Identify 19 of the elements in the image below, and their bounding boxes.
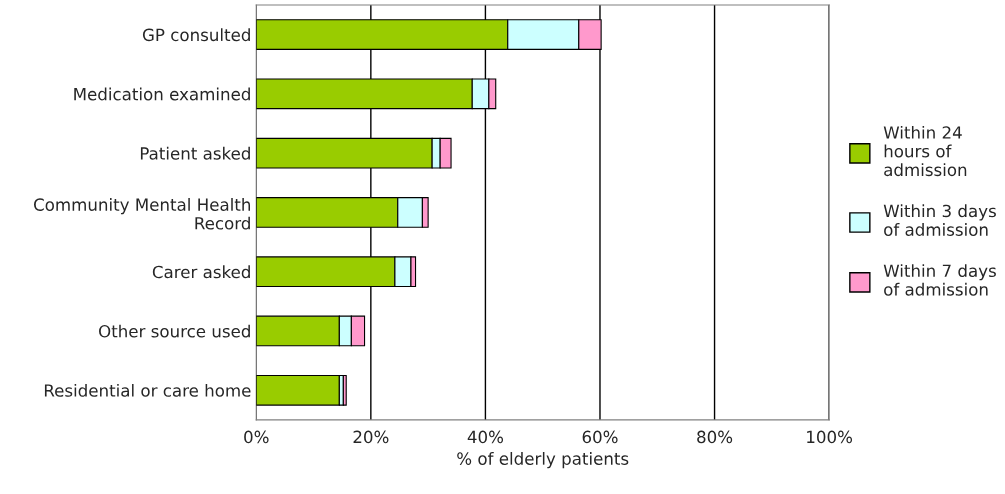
bar (342, 374, 347, 406)
x-tick-label: 100% (807, 430, 853, 444)
x-tick-label: 80% (697, 430, 733, 444)
legend-label: Within 3 days of admission (883, 204, 996, 236)
y-tick-label: Carer asked (152, 265, 250, 279)
x-tick-label: 20% (353, 430, 389, 444)
x-axis-title: % of elderly patients (457, 452, 629, 469)
legend-label: Within 7 days of admission (883, 264, 996, 296)
y-tick-label: Community Mental Health Record (33, 198, 250, 230)
y-tick-label: GP consulted (142, 28, 250, 42)
y-tick-label: Patient asked (140, 146, 250, 160)
legend-label: Within 24 hours of admission (883, 125, 967, 177)
y-tick-label: Residential or care home (44, 383, 251, 397)
x-tick-label: 60% (582, 430, 618, 444)
x-tick-label: 40% (467, 430, 504, 444)
y-tick-label: Medication examined (74, 87, 250, 101)
x-tick-label: 0% (244, 430, 269, 444)
bar (256, 374, 340, 406)
y-tick-label: Other source used (99, 324, 250, 338)
